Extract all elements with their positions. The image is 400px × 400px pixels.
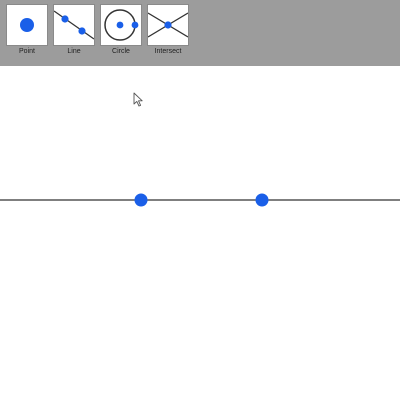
circle-tool-button[interactable]: Circle [100, 4, 142, 56]
intersect-tool-label: Intersect [154, 48, 182, 55]
toolbar: Point Line Circle [0, 0, 400, 66]
line-icon [53, 4, 95, 46]
circle-icon [100, 4, 142, 46]
line-tool-button[interactable]: Line [53, 4, 95, 56]
point-a[interactable] [134, 193, 148, 207]
point-tool-button[interactable]: Point [6, 4, 48, 56]
line-tool-label: Line [67, 48, 81, 55]
intersect-tool-button[interactable]: Intersect [147, 4, 189, 56]
intersect-icon [147, 4, 189, 46]
point-b[interactable] [255, 193, 269, 207]
mouse-cursor-icon [133, 92, 143, 107]
point-icon [6, 4, 48, 46]
point-tool-label: Point [19, 48, 35, 55]
drawing-canvas[interactable] [0, 66, 400, 400]
circle-tool-label: Circle [112, 48, 130, 55]
